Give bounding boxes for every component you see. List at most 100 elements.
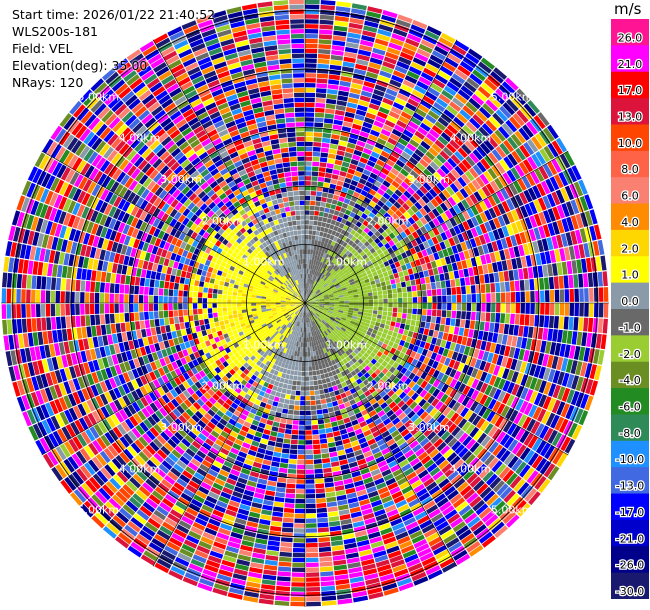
velocity-cell bbox=[419, 207, 428, 217]
velocity-cell bbox=[412, 297, 418, 303]
velocity-cell bbox=[151, 471, 164, 482]
velocity-cell bbox=[171, 449, 182, 459]
velocity-cell bbox=[453, 215, 462, 225]
velocity-cell bbox=[527, 435, 538, 449]
velocity-cell bbox=[361, 126, 371, 134]
velocity-cell bbox=[273, 370, 279, 376]
velocity-cell bbox=[583, 243, 590, 258]
velocity-cell bbox=[317, 517, 328, 523]
velocity-cell bbox=[357, 358, 364, 365]
velocity-cell bbox=[176, 478, 188, 488]
velocity-cell bbox=[222, 443, 232, 451]
velocity-cell bbox=[405, 280, 411, 287]
velocity-cell bbox=[290, 395, 296, 400]
velocity-cell bbox=[297, 459, 305, 465]
velocity-cell bbox=[472, 499, 485, 512]
velocity-cell bbox=[208, 397, 217, 405]
velocity-cell bbox=[431, 236, 439, 245]
velocity-cell bbox=[275, 590, 290, 597]
velocity-cell bbox=[293, 410, 300, 415]
velocity-cell bbox=[72, 471, 84, 485]
velocity-cell bbox=[168, 411, 178, 421]
velocity-cell bbox=[552, 450, 564, 465]
velocity-cell bbox=[327, 239, 333, 245]
velocity-cell bbox=[245, 416, 254, 424]
velocity-cell bbox=[221, 368, 229, 375]
velocity-cell bbox=[274, 359, 280, 366]
velocity-cell bbox=[463, 250, 470, 260]
velocity-cell bbox=[366, 204, 374, 212]
velocity-cell bbox=[492, 205, 502, 217]
velocity-cell bbox=[433, 345, 440, 354]
velocity-cell bbox=[188, 417, 197, 427]
velocity-cell bbox=[284, 363, 289, 369]
velocity-cell bbox=[428, 536, 442, 547]
velocity-cell bbox=[404, 377, 412, 386]
velocity-cell bbox=[277, 320, 283, 325]
velocity-cell bbox=[540, 180, 551, 195]
velocity-cell bbox=[327, 437, 335, 443]
velocity-cell bbox=[419, 122, 431, 132]
velocity-cell bbox=[347, 276, 353, 281]
velocity-cell bbox=[431, 143, 442, 154]
velocity-cell bbox=[319, 279, 324, 284]
velocity-cell bbox=[302, 352, 305, 357]
velocity-cell bbox=[368, 386, 376, 394]
velocity-cell bbox=[288, 317, 293, 323]
velocity-cell bbox=[472, 415, 482, 426]
velocity-cell bbox=[461, 199, 470, 210]
velocity-cell bbox=[547, 369, 556, 383]
velocity-cell bbox=[297, 346, 301, 352]
velocity-cell bbox=[310, 405, 317, 411]
velocity-cell bbox=[484, 273, 490, 284]
velocity-cell bbox=[385, 280, 391, 286]
velocity-cell bbox=[265, 354, 271, 361]
velocity-cell bbox=[355, 412, 363, 419]
velocity-cell bbox=[375, 513, 388, 522]
velocity-cell bbox=[316, 283, 321, 288]
velocity-cell bbox=[365, 181, 373, 189]
velocity-cell bbox=[336, 277, 342, 282]
velocity-cell bbox=[449, 342, 456, 351]
velocity-cell bbox=[382, 328, 389, 335]
velocity-cell bbox=[350, 262, 357, 269]
velocity-cell bbox=[261, 386, 268, 392]
velocity-cell bbox=[270, 431, 278, 437]
velocity-cell bbox=[437, 303, 442, 310]
velocity-cell bbox=[422, 290, 427, 297]
velocity-cell bbox=[461, 286, 466, 295]
velocity-cell bbox=[326, 266, 331, 272]
velocity-cell bbox=[403, 190, 412, 199]
velocity-cell bbox=[358, 178, 367, 185]
velocity-cell bbox=[438, 459, 449, 470]
velocity-cell bbox=[310, 279, 313, 285]
velocity-cell bbox=[446, 452, 458, 463]
velocity-cell bbox=[451, 426, 461, 437]
velocity-cell bbox=[537, 353, 545, 366]
velocity-cell bbox=[311, 239, 315, 245]
velocity-cell bbox=[354, 361, 361, 368]
velocity-cell bbox=[484, 514, 499, 527]
velocity-cell bbox=[358, 277, 365, 282]
velocity-cell bbox=[281, 352, 286, 358]
velocity-cell bbox=[395, 388, 403, 396]
velocity-cell bbox=[317, 266, 321, 272]
velocity-cell bbox=[143, 463, 155, 474]
velocity-cell bbox=[370, 257, 377, 264]
velocity-cell bbox=[498, 126, 510, 139]
velocity-cell bbox=[205, 495, 218, 504]
velocity-cell bbox=[442, 332, 449, 341]
velocity-cell bbox=[585, 257, 592, 273]
velocity-cell bbox=[314, 313, 319, 319]
velocity-cell bbox=[374, 394, 382, 402]
velocity-cell bbox=[553, 276, 559, 289]
velocity-cell bbox=[239, 365, 246, 372]
velocity-cell bbox=[253, 492, 265, 500]
velocity-cell bbox=[399, 51, 414, 61]
velocity-cell bbox=[324, 335, 329, 342]
velocity-cell bbox=[267, 383, 274, 390]
velocity-cell bbox=[450, 474, 463, 485]
velocity-cell bbox=[123, 448, 134, 461]
velocity-cell bbox=[498, 378, 506, 390]
velocity-cell bbox=[242, 535, 255, 543]
